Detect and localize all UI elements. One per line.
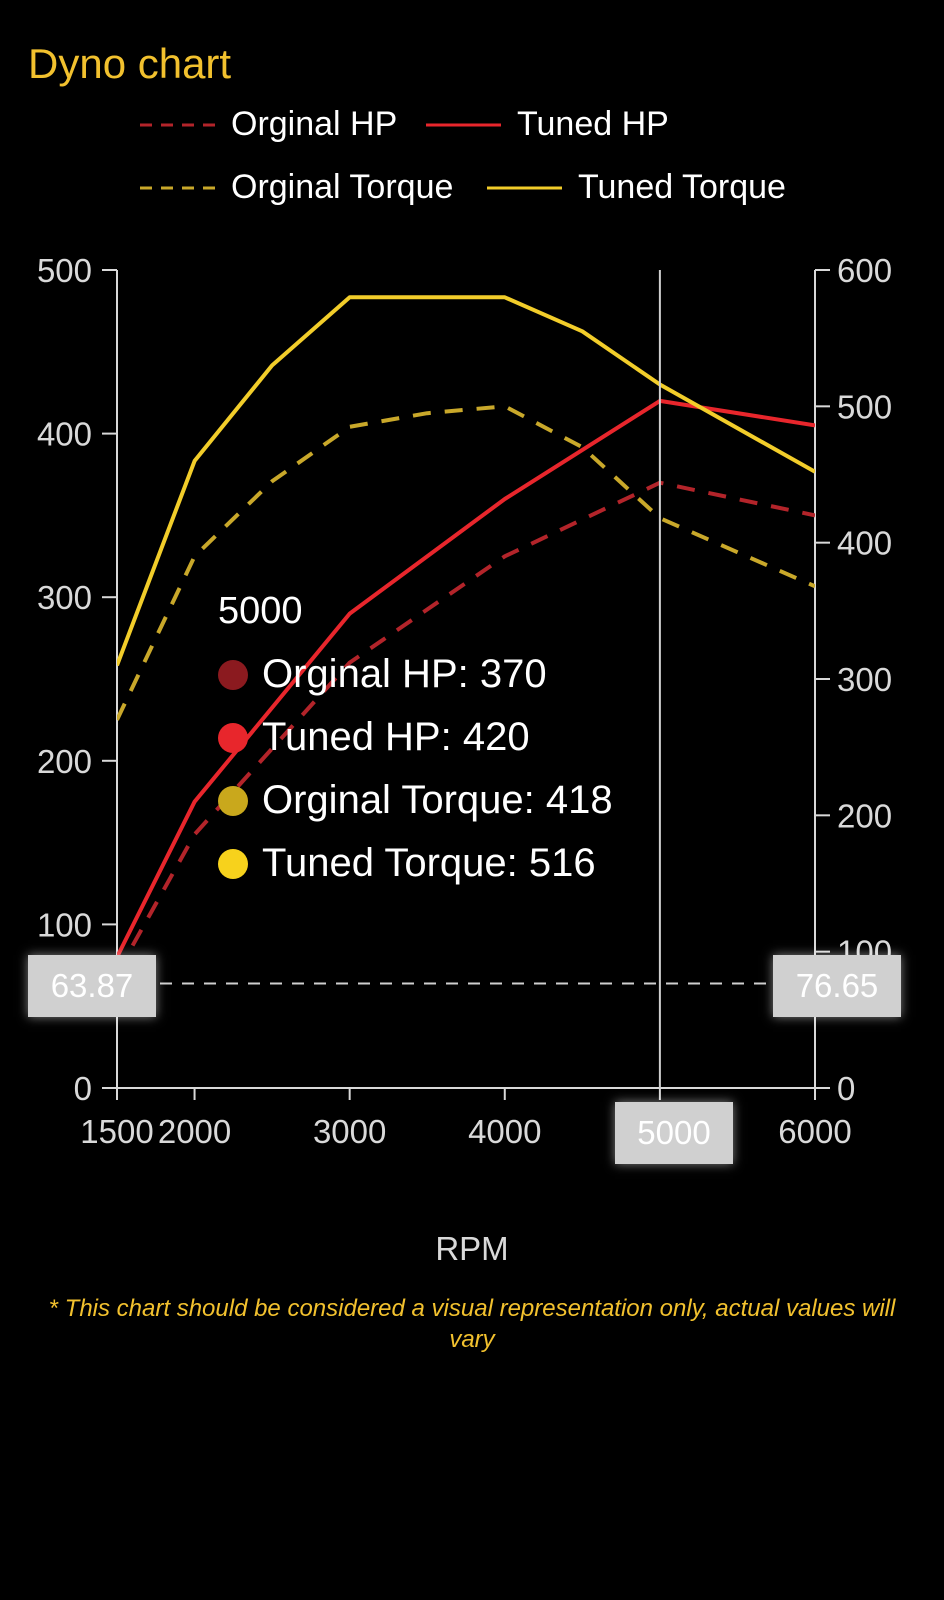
- x-tick-label: 4000: [468, 1113, 541, 1150]
- legend-swatch-tuned-hp: [426, 123, 501, 126]
- legend-label-tuned-torque: Tuned Torque: [578, 168, 786, 206]
- tooltip-dot-tuned-hp: [218, 722, 248, 753]
- y-left-tick-label: 200: [37, 743, 92, 780]
- y-left-tick-label: 400: [37, 416, 92, 453]
- legend-item-original-hp[interactable]: Orginal HP: [140, 105, 397, 144]
- series-line-orginal-hp: [117, 480, 815, 975]
- tooltip-text-original-torque: Orginal Torque: 418: [262, 778, 613, 822]
- tooltip-header: 5000: [218, 590, 303, 632]
- chart-tooltip: 5000 Orginal HP: 370 Tuned HP: 420 Orgin…: [218, 590, 613, 895]
- chart-crosshair: [160, 270, 770, 1088]
- crosshair-right-readout: 76.65: [773, 955, 901, 1017]
- tooltip-dot-original-torque: [218, 785, 248, 816]
- tooltip-dot-tuned-torque: [218, 848, 248, 879]
- chart-disclaimer: * This chart should be considered a visu…: [48, 1295, 896, 1353]
- series-line-orginal-torque: [117, 404, 815, 721]
- y-left-tick-label: 300: [37, 579, 92, 616]
- x-tick-label: 2000: [158, 1113, 231, 1150]
- x-tick-label: 6000: [778, 1113, 851, 1150]
- x-tick-label: 3000: [313, 1113, 386, 1150]
- legend-label-tuned-hp: Tuned HP: [517, 105, 669, 143]
- tooltip-text-tuned-torque: Tuned Torque: 516: [262, 841, 596, 885]
- chart-title: Dyno chart: [28, 40, 232, 87]
- y-right-tick-label: 500: [837, 388, 892, 425]
- legend-swatch-tuned-torque: [487, 186, 562, 189]
- y-left-tick-label: 100: [37, 906, 92, 943]
- y-right-tick-label: 600: [837, 252, 892, 289]
- y-right-tick-label: 0: [837, 1070, 855, 1107]
- y-right-tick-label: 400: [837, 525, 892, 562]
- tooltip-row-tuned-hp: Tuned HP: 420: [218, 706, 613, 769]
- x-tick-label: 1500: [80, 1113, 153, 1150]
- y-left-tick-label: 0: [74, 1070, 92, 1107]
- series-line-tuned-hp: [117, 398, 815, 958]
- chart-series: [117, 295, 815, 975]
- tooltip-row-tuned-torque: Tuned Torque: 516: [218, 832, 613, 895]
- series-line-tuned-torque: [117, 295, 815, 667]
- legend-label-original-hp: Orginal HP: [231, 105, 398, 143]
- legend-item-original-torque[interactable]: Orginal Torque: [140, 168, 453, 207]
- legend-label-original-torque: Orginal Torque: [231, 168, 454, 206]
- legend-swatch-original-torque: [140, 186, 215, 189]
- crosshair-x-readout: 5000: [615, 1102, 733, 1164]
- legend-item-tuned-hp[interactable]: Tuned HP: [426, 105, 669, 144]
- tooltip-text-original-hp: Orginal HP: 370: [262, 652, 547, 696]
- x-axis-label: RPM: [435, 1230, 509, 1267]
- y-right-tick-label: 300: [837, 661, 892, 698]
- tooltip-row-original-torque: Orginal Torque: 418: [218, 769, 613, 832]
- tooltip-dot-original-hp: [218, 659, 248, 690]
- tooltip-row-original-hp: Orginal HP: 370: [218, 643, 613, 706]
- y-right-tick-label: 200: [837, 797, 892, 834]
- legend-swatch-original-hp: [140, 123, 215, 126]
- y-left-tick-label: 500: [37, 252, 92, 289]
- crosshair-left-readout: 63.87: [28, 955, 156, 1017]
- tooltip-text-tuned-hp: Tuned HP: 420: [262, 715, 530, 759]
- legend-item-tuned-torque[interactable]: Tuned Torque: [487, 168, 786, 207]
